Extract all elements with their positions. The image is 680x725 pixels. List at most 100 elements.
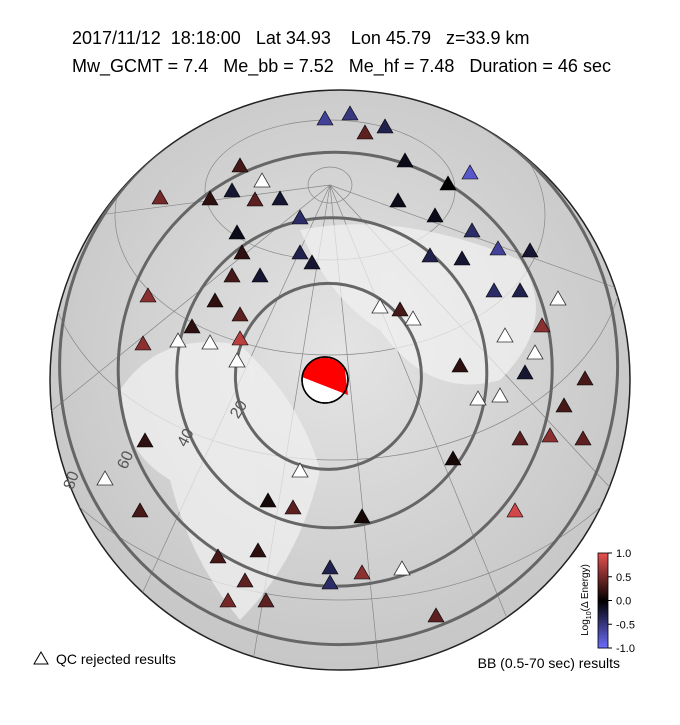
colorbar-segment (598, 626, 608, 630)
station (521, 242, 539, 258)
distance-ring (233, 281, 423, 471)
qc-legend-label: QC rejected results (56, 651, 176, 667)
station (249, 542, 267, 558)
colorbar-segment (598, 572, 608, 575)
station (574, 430, 592, 446)
station (251, 267, 269, 283)
colorbar-segment (598, 579, 608, 582)
qc-rejected-station (291, 462, 309, 478)
colorbar-segment (598, 557, 608, 561)
colorbar-tick-label: 0.0 (616, 596, 631, 608)
station (341, 105, 359, 121)
station (506, 502, 524, 518)
station (231, 157, 249, 173)
station (219, 592, 237, 608)
colorbar-segment (598, 600, 608, 604)
station (555, 397, 573, 413)
colorbar-segment (598, 598, 608, 601)
colorbar-segment (598, 612, 608, 616)
colorbar-segment (598, 553, 608, 556)
colorbar-segment (598, 555, 608, 559)
colorbar-segment (598, 645, 608, 649)
colorbar-segment (598, 576, 608, 580)
station (136, 432, 154, 448)
colorbar-segment (598, 607, 608, 611)
station (511, 282, 529, 298)
colorbar-segment (598, 614, 608, 618)
station (134, 335, 152, 351)
colorbar-segment (598, 617, 608, 620)
colorbar-segment (598, 586, 608, 590)
title-line-1: 2017/11/12 18:18:00 Lat 34.93 Lon 45.79 … (72, 28, 530, 48)
colorbar-segment (598, 569, 608, 573)
colorbar-tick-label: 0.5 (616, 572, 631, 584)
qc-rejected-station (253, 172, 271, 188)
station (201, 190, 219, 206)
bb-legend-label: BB (0.5-70 sec) results (478, 655, 620, 671)
station (139, 287, 157, 303)
distance-ring (175, 216, 489, 530)
distance-label: 40 (174, 426, 197, 450)
station (284, 499, 302, 515)
colorbar-tick-label: -1.0 (616, 643, 635, 655)
colorbar-segment (598, 621, 608, 625)
station (391, 301, 409, 317)
station (516, 364, 534, 380)
colorbar-segment (598, 560, 608, 563)
station (233, 244, 251, 260)
station (453, 250, 471, 266)
station (541, 427, 559, 443)
stations (96, 105, 594, 623)
station (259, 492, 277, 508)
station (209, 548, 227, 564)
station (463, 222, 481, 238)
station (427, 607, 445, 623)
distance-label: 80 (61, 469, 83, 492)
station (439, 175, 457, 191)
colorbar-segment (598, 643, 608, 647)
colorbar-label-subscript: 10 (586, 611, 593, 619)
colorbar-segment (598, 624, 608, 628)
colorbar-label-prefix: Log (580, 619, 591, 636)
station (353, 564, 371, 580)
qc-rejected-station (496, 327, 514, 343)
colorbar-segment (598, 574, 608, 578)
station (421, 247, 439, 263)
colorbar: Log10(Δ Energy) 1.0 0.5 0.0 -0.5 -1.0 (580, 548, 635, 655)
colorbar-segment (598, 588, 608, 592)
station (291, 244, 309, 260)
globe (49, 89, 631, 671)
station (353, 508, 371, 524)
colorbar-segment (598, 602, 608, 606)
qc-rejected-station (371, 298, 389, 314)
colorbar-segment (598, 593, 608, 597)
qc-rejected-station (228, 352, 246, 368)
station (389, 192, 407, 208)
colorbar-segment (598, 605, 608, 609)
qc-legend-symbol (33, 651, 49, 665)
colorbar-segment (598, 633, 608, 637)
station (223, 267, 241, 283)
colorbar-segment (598, 619, 608, 623)
station (444, 450, 462, 466)
qc-rejected-station (169, 332, 187, 348)
station (257, 592, 275, 608)
station (223, 182, 241, 198)
colorbar-segment (598, 581, 608, 585)
station (206, 292, 224, 308)
station (316, 110, 334, 126)
colorbar-segment (598, 638, 608, 642)
distance-ring (58, 90, 620, 647)
station (376, 118, 394, 134)
station (451, 357, 469, 373)
station (231, 306, 249, 322)
colorbar-segment (598, 636, 608, 639)
station (321, 574, 339, 590)
station (461, 164, 479, 180)
station (271, 190, 289, 206)
station (236, 572, 254, 588)
colorbar-segment (598, 610, 608, 613)
colorbar-segment (598, 640, 608, 644)
colorbar-tick-label: 1.0 (616, 548, 631, 560)
